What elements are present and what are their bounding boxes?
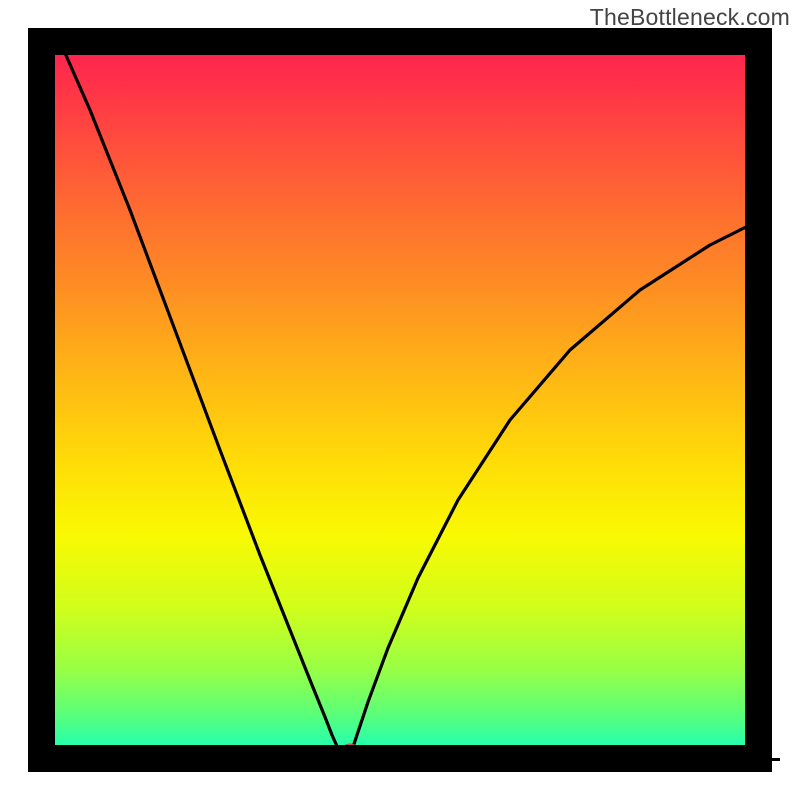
gradient-background [28, 28, 772, 772]
watermark-text: TheBottleneck.com [590, 4, 790, 31]
chart-svg [0, 0, 800, 800]
stage: TheBottleneck.com [0, 0, 800, 800]
